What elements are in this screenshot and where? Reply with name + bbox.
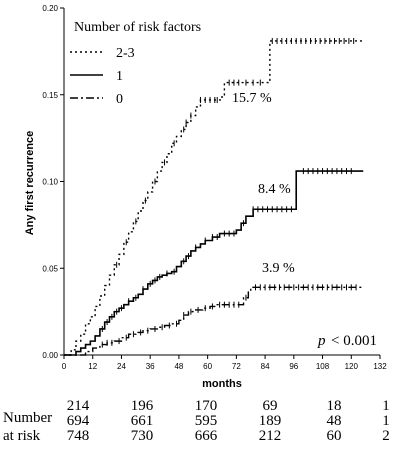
risk-table-cell: 595 — [195, 413, 218, 429]
risk-table-cell: 60 — [327, 428, 342, 444]
x-tick-label: 24 — [117, 362, 126, 371]
x-tick-label: 120 — [345, 362, 359, 371]
axes: 0 12 24 36 48 60 72 84 96 108 120 132 0.00 0.05 0.10 0.… — [42, 4, 387, 371]
risk-table-cell: 170 — [195, 398, 218, 414]
risk-table-label-number: Number — [3, 410, 52, 426]
x-tick-label: 12 — [88, 362, 97, 371]
annotation-3-9: 3.9 % — [262, 261, 295, 276]
risk-table-cell: 196 — [131, 398, 154, 414]
labels: Any first recurrence months — [24, 131, 242, 390]
y-tick-label: 0.20 — [42, 4, 58, 13]
risk-table-cell: 1 — [382, 413, 390, 429]
risk-table-cell: 18 — [327, 398, 342, 414]
p-value-text: < 0.001 — [331, 333, 377, 349]
annotation-15-7: 15.7 % — [232, 91, 272, 106]
series-2-3-line — [64, 40, 364, 356]
x-tick-label: 60 — [203, 362, 212, 371]
series-1-line — [64, 170, 364, 356]
risk-table-cell: 2 — [382, 428, 390, 444]
legend-title: Number of risk factors — [74, 20, 201, 35]
annotation-8-4: 8.4 % — [258, 182, 291, 197]
y-tick-label: 0.00 — [42, 351, 58, 360]
y-tick-label: 0.10 — [42, 178, 58, 187]
risk-table-cell: 666 — [195, 428, 218, 444]
y-tick-label: 0.05 — [42, 264, 58, 273]
x-tick-label: 48 — [174, 362, 183, 371]
annotations: 15.7 % 8.4 % 3.9 % p < 0.001 — [232, 91, 377, 349]
x-tick-label: 0 — [62, 362, 67, 371]
p-value-symbol: p — [317, 333, 326, 349]
x-tick-label: 36 — [146, 362, 155, 371]
risk-table-cell: 661 — [131, 413, 154, 429]
risk-table-cell: 214 — [67, 398, 90, 414]
risk-table-cell: 69 — [263, 398, 278, 414]
risk-table: Number at risk 214 196 170 69 18 1 694 661 595 18… — [3, 398, 390, 444]
x-tick-label: 96 — [289, 362, 298, 371]
legend-label-2-3: 2-3 — [116, 46, 135, 61]
x-tick-label: 108 — [316, 362, 330, 371]
risk-table-cell: 730 — [131, 428, 154, 444]
risk-table-label-at-risk: at risk — [3, 428, 41, 444]
curves — [64, 37, 364, 356]
risk-table-cell: 1 — [382, 398, 390, 414]
x-tick-label: 72 — [232, 362, 241, 371]
legend-label-1: 1 — [116, 69, 123, 84]
risk-table-cell: 748 — [67, 428, 90, 444]
y-axis-label: Any first recurrence — [24, 131, 36, 236]
x-tick-label: 132 — [373, 362, 387, 371]
risk-table-cell: 212 — [259, 428, 282, 444]
y-tick-label: 0.15 — [42, 91, 58, 100]
risk-table-cell: 694 — [67, 413, 90, 429]
risk-table-cell: 48 — [327, 413, 342, 429]
x-axis-label: months — [202, 378, 242, 390]
x-tick-label: 84 — [261, 362, 270, 371]
risk-table-cell: 189 — [259, 413, 282, 429]
legend: Number of risk factors 2-3 1 0 — [70, 20, 201, 107]
legend-label-0: 0 — [116, 92, 123, 107]
